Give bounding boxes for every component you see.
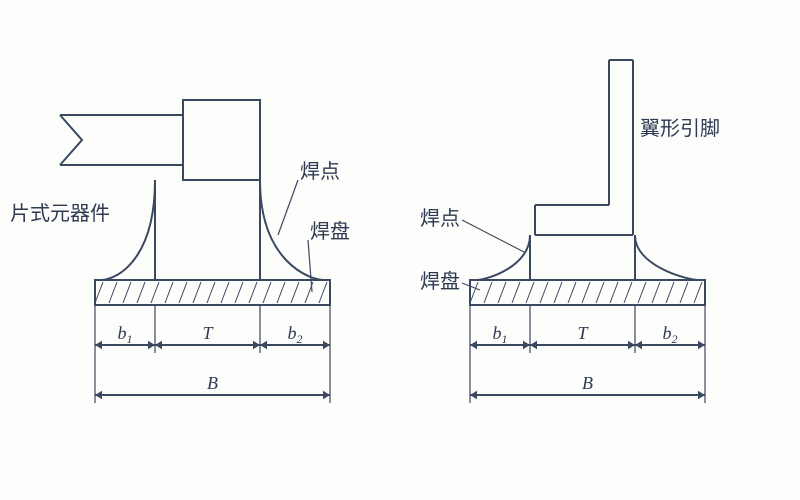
pad-label-left: 焊盘 [310, 220, 350, 243]
svg-text:b1: b1 [493, 323, 508, 346]
svg-text:b2: b2 [663, 323, 678, 346]
svg-text:B: B [582, 373, 593, 393]
solder-joint-label-right: 焊点 [420, 207, 460, 230]
svg-text:B: B [207, 373, 218, 393]
svg-text:b2: b2 [288, 323, 303, 346]
svg-text:T: T [202, 323, 214, 343]
solder-joint-label-left: 焊点 [300, 160, 340, 183]
pad-label-right: 焊盘 [420, 270, 460, 293]
svg-text:T: T [577, 323, 589, 343]
svg-text:b1: b1 [118, 323, 133, 346]
chip-component-label: 片式元器件 [10, 202, 110, 225]
gullwing-lead-label: 翼形引脚 [640, 117, 720, 140]
